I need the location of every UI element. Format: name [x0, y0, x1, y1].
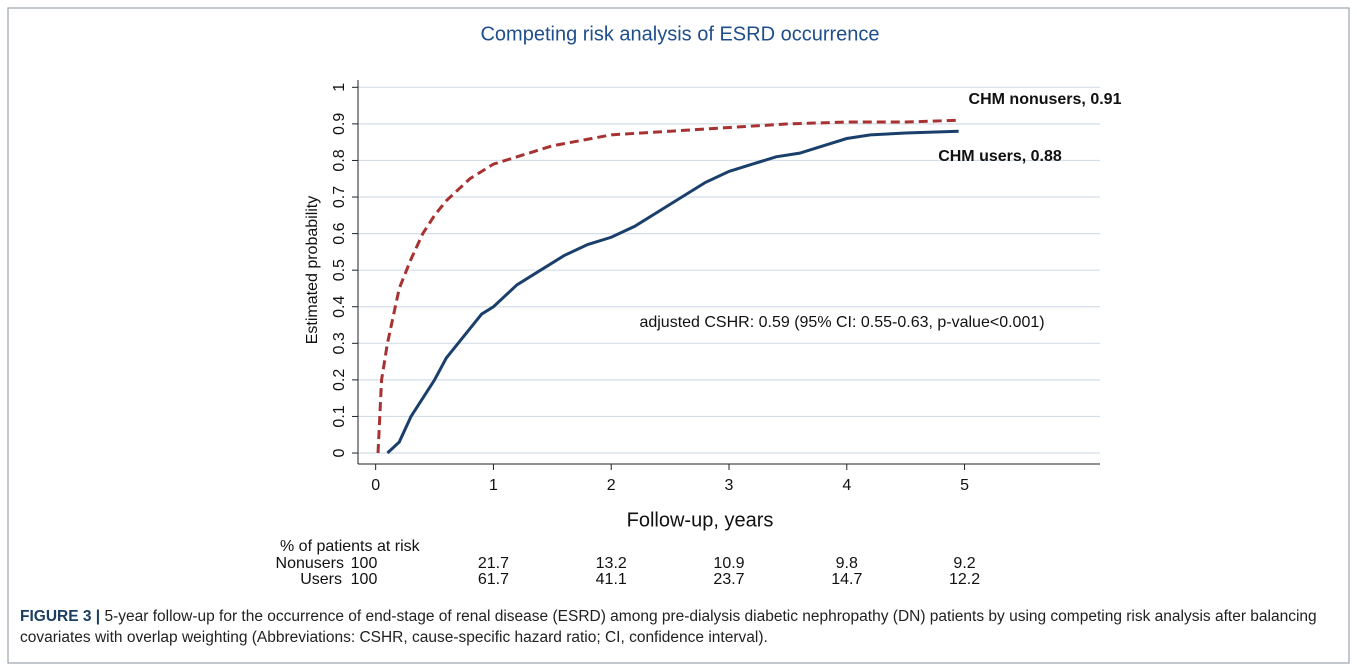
series-line	[376, 118, 959, 454]
x-tick-label: 2	[607, 477, 616, 494]
y-tick-label: 0.6	[331, 222, 348, 244]
x-tick-label: 3	[725, 477, 734, 494]
risk-value: 61.7	[478, 571, 509, 588]
caption-label: FIGURE 3 |	[20, 608, 101, 625]
y-tick-label: 0.5	[331, 259, 348, 281]
y-tick-label: 0.9	[331, 113, 348, 135]
caption: FIGURE 3 | 5-year follow-up for the occu…	[20, 606, 1330, 648]
y-tick-label: 0.4	[331, 296, 348, 318]
risk-value: 10.9	[713, 555, 744, 572]
risk-value: 100	[351, 571, 378, 588]
y-axis-label: Estimated probability	[304, 196, 321, 345]
annotation: adjusted CSHR: 0.59 (95% CI: 0.55-0.63, …	[639, 314, 1044, 331]
risk-table-title: % of patients at risk	[280, 538, 421, 555]
y-tick-label: 0	[331, 448, 348, 457]
risk-row-name: Users	[300, 571, 342, 588]
risk-value: 14.7	[831, 571, 862, 588]
x-axis-label: Follow-up, years	[627, 509, 774, 531]
risk-value: 9.8	[836, 555, 858, 572]
risk-value: 13.2	[596, 555, 627, 572]
risk-value: 21.7	[478, 555, 509, 572]
risk-value: 100	[351, 555, 378, 572]
series-line	[386, 129, 959, 455]
risk-value: 12.2	[949, 571, 980, 588]
risk-value: 23.7	[713, 571, 744, 588]
figure-frame	[7, 7, 1350, 664]
x-tick-label: 1	[489, 477, 498, 494]
caption-text: 5-year follow-up for the occurrence of e…	[20, 608, 1317, 646]
chart-title: Competing risk analysis of ESRD occurren…	[480, 23, 879, 45]
y-tick-label: 0.1	[331, 405, 348, 427]
y-tick-label: 0.2	[331, 369, 348, 391]
x-tick-label: 5	[960, 477, 969, 494]
y-tick-label: 0.3	[331, 332, 348, 354]
series-label: CHM nonusers, 0.91	[969, 91, 1122, 108]
series-label: CHM users, 0.88	[938, 148, 1062, 165]
x-tick-label: 0	[371, 477, 380, 494]
risk-value: 9.2	[953, 555, 975, 572]
y-tick-label: 1	[331, 83, 348, 92]
y-tick-label: 0.8	[331, 149, 348, 171]
x-tick-label: 4	[842, 477, 851, 494]
risk-row-name: Nonusers	[276, 555, 344, 572]
y-tick-label: 0.7	[331, 186, 348, 208]
risk-value: 41.1	[596, 571, 627, 588]
